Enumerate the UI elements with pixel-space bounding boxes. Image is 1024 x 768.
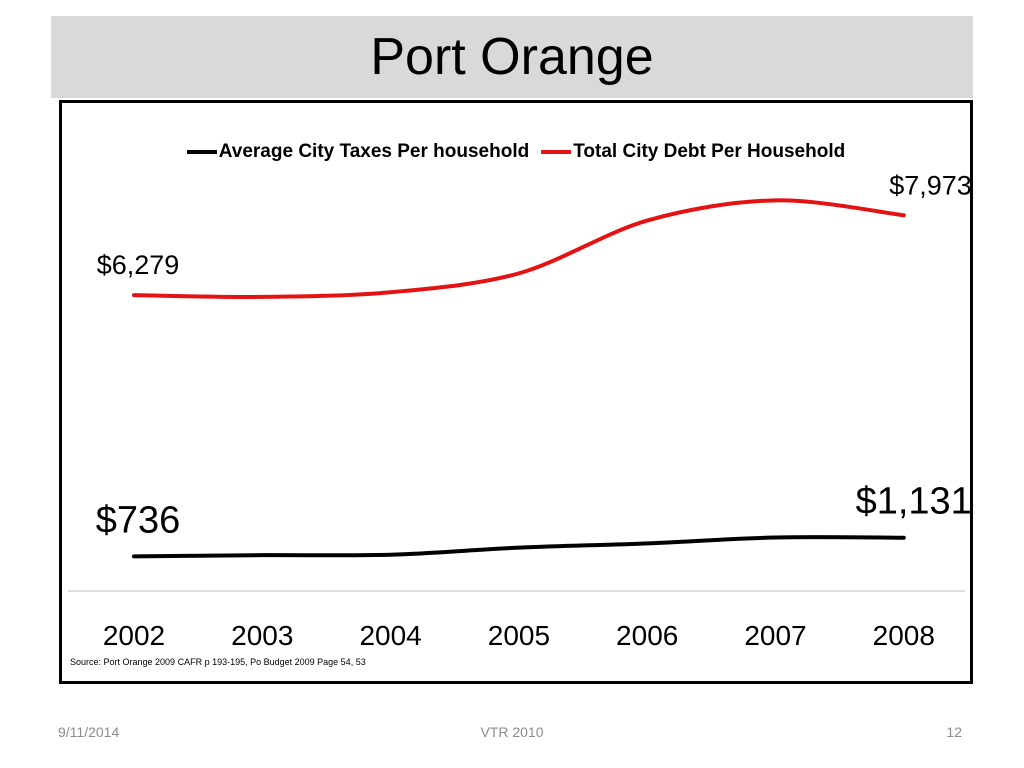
title-bar: Port Orange (51, 16, 973, 98)
x-tick-label: 2002 (103, 620, 165, 651)
data-label: $7,973 (889, 170, 970, 200)
footer-date: 9/11/2014 (58, 724, 120, 740)
line-chart: 2002 2003 2004 2005 2006 2007 2008 $736 $1,131 $6… (68, 170, 970, 651)
legend-label-taxes: Average City Taxes Per household (218, 141, 530, 162)
x-tick-label: 2003 (231, 620, 293, 651)
page-number: 12 (946, 724, 962, 740)
x-tick-label: 2008 (873, 620, 935, 651)
x-tick-label: 2005 (488, 620, 550, 651)
legend-item-taxes: Average City Taxes Per household (186, 141, 530, 163)
legend-item-debt: Total City Debt Per Household (541, 141, 845, 163)
chart-legend: Average City Taxes Per household Total C… (62, 141, 970, 163)
slide-title: Port Orange (370, 28, 654, 86)
source-note: Source: Port Orange 2009 CAFR p 193-195,… (70, 657, 366, 667)
data-label: $1,131 (856, 481, 970, 523)
series-line-debt (132, 198, 906, 299)
x-tick-label: 2007 (744, 620, 806, 651)
data-label: $736 (96, 499, 181, 541)
x-tick-label: 2006 (616, 620, 678, 651)
chart-frame: Average City Taxes Per household Total C… (59, 100, 973, 684)
legend-label-debt: Total City Debt Per Household (573, 141, 846, 162)
legend-swatch-debt (541, 150, 572, 154)
legend-swatch-taxes (186, 150, 217, 154)
x-tick-label: 2004 (359, 620, 421, 651)
data-label: $6,279 (97, 250, 180, 280)
series-line-taxes (132, 535, 906, 559)
footer-center-text: VTR 2010 (480, 724, 544, 740)
